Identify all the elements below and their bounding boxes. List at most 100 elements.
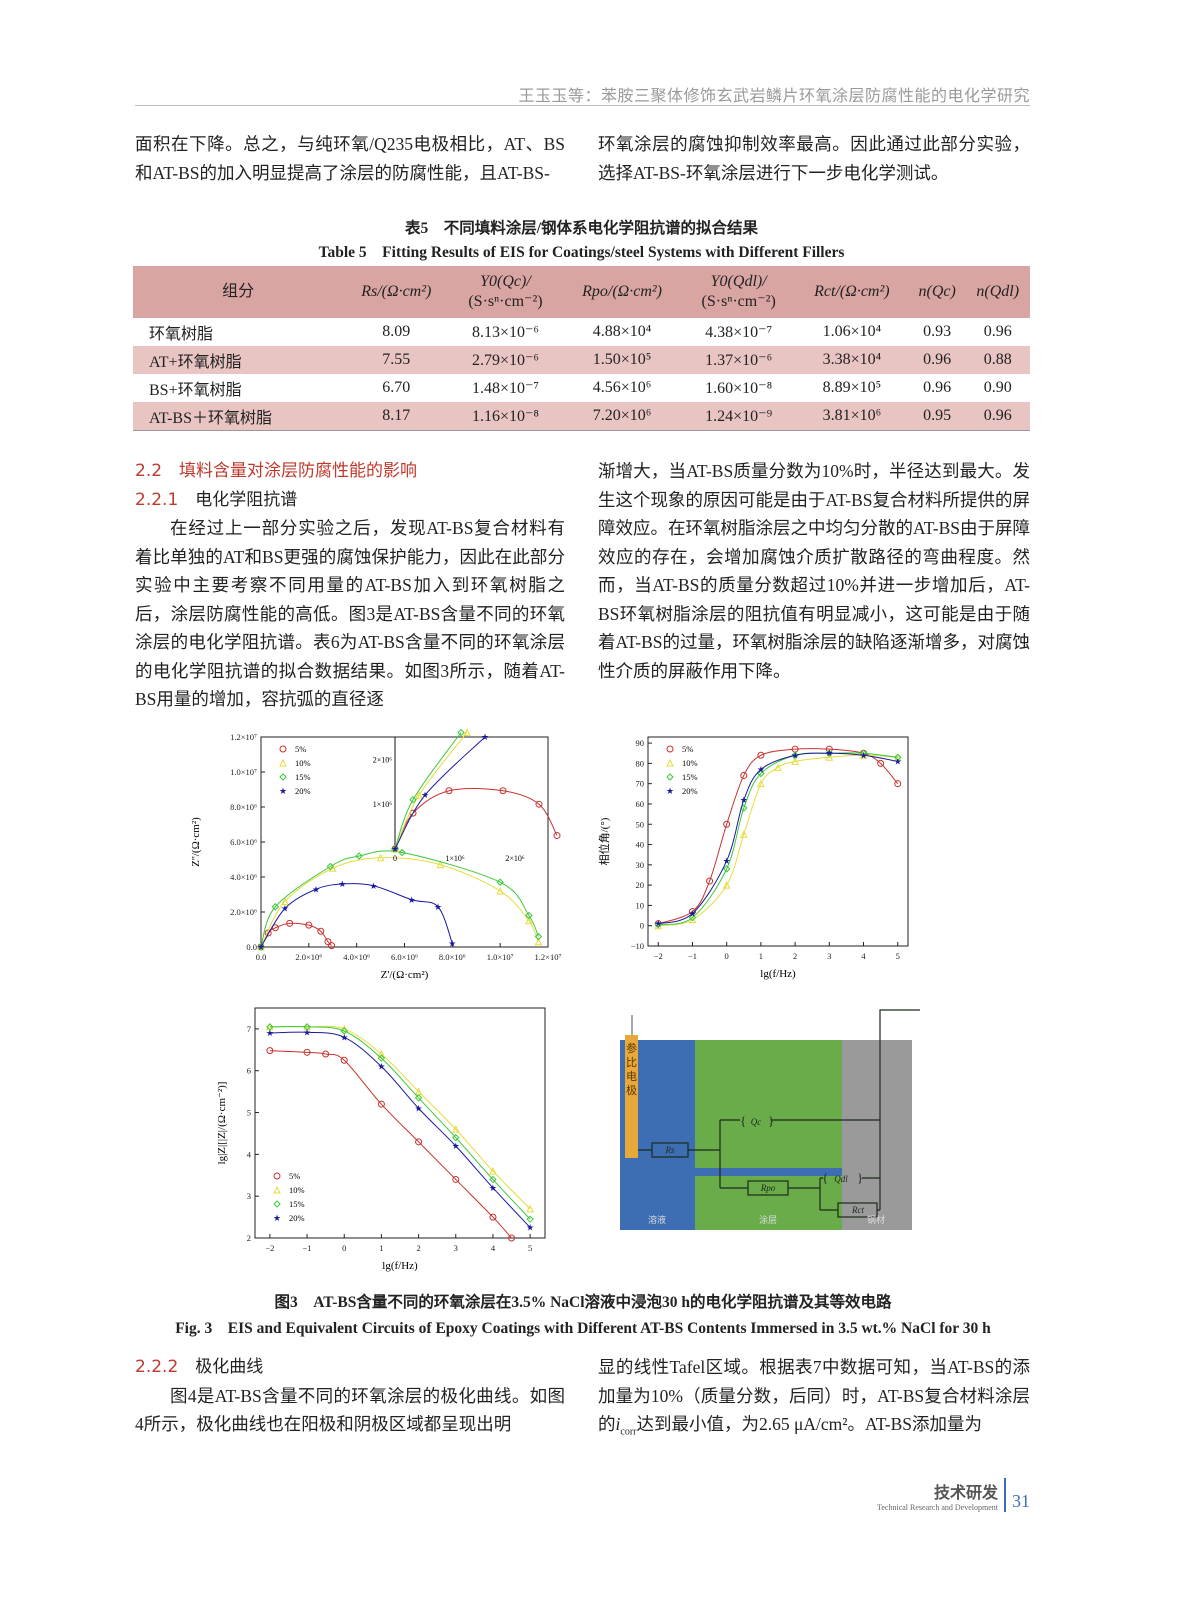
legend-marker xyxy=(666,745,674,753)
data-point: ★ xyxy=(526,1223,534,1233)
data-point xyxy=(654,920,662,928)
inset-point xyxy=(463,728,471,737)
y-axis-label: 相位角/(°) xyxy=(597,817,611,865)
table-cell: 4.38×10⁻⁷ xyxy=(705,324,773,341)
plot-frame xyxy=(260,736,549,948)
x-tick-label: 4 xyxy=(491,1243,496,1253)
data-point: ★ xyxy=(340,1032,348,1042)
data-point xyxy=(757,751,765,759)
legend-marker xyxy=(273,1185,281,1194)
y-tick-label: 90 xyxy=(636,738,645,748)
section-heading: 2.2 填料含量对涂层防腐性能的影响 xyxy=(135,461,418,481)
table-cell: 0.90 xyxy=(983,379,1012,396)
legend-marker xyxy=(279,758,287,767)
inset-point xyxy=(535,800,543,808)
data-point xyxy=(286,919,294,927)
x-tick-label: 5 xyxy=(528,1243,532,1253)
data-point xyxy=(757,779,765,788)
legend-marker xyxy=(666,773,674,781)
qdl-label: Qdl xyxy=(834,1174,848,1184)
data-point xyxy=(415,1138,423,1146)
legend-label: 20% xyxy=(682,786,698,796)
rpo-label: Rpo xyxy=(760,1183,776,1193)
data-point xyxy=(496,878,504,886)
data-point xyxy=(281,897,289,905)
series-20%: ★ ★ ★ ★ ★ ★ ★ ★ ★ xyxy=(654,748,902,928)
inset-line xyxy=(394,732,468,850)
y-tick-label: 40 xyxy=(636,840,645,850)
y-tick-label: 50 xyxy=(636,819,645,829)
column-header: n(Qdl) xyxy=(965,266,1030,318)
data-point xyxy=(377,1049,386,1058)
series-line xyxy=(260,857,539,948)
page-footer: 技术研发 Technical Research and Development … xyxy=(877,1478,1030,1512)
inset-line xyxy=(394,732,462,850)
x-tick-label: −2 xyxy=(265,1243,274,1253)
column-header: Rpo/(Ω·cm²) xyxy=(561,266,683,318)
y-tick-label: 3 xyxy=(247,1191,251,1201)
steel-region xyxy=(842,1040,912,1230)
data-point xyxy=(328,942,336,950)
rs-label: Rs xyxy=(665,1145,675,1155)
data-point: ★ xyxy=(338,879,346,889)
data-point xyxy=(326,862,335,871)
column-header: Rs/(Ω·cm²) xyxy=(343,266,450,318)
table-cell: 4.56×10⁶ xyxy=(592,379,652,396)
table-cell: 0.95 xyxy=(908,402,966,431)
section-2-2-left: 2.2 填料含量对涂层防腐性能的影响 2.2.1 电化学阻抗谱 在经过上一部分实… xyxy=(135,457,565,714)
legend-label: 20% xyxy=(295,786,311,796)
data-point xyxy=(706,877,714,885)
inset-line xyxy=(394,788,558,850)
data-point: ★ xyxy=(415,1103,423,1113)
series-line xyxy=(260,922,332,948)
inset-point xyxy=(457,728,465,737)
data-point: ★ xyxy=(303,1027,311,1037)
table-cell: 1.48×10⁻⁷ xyxy=(471,380,539,397)
table-row: AT+环氧树脂 7.55 2.79×10⁻⁶ 1.50×10⁵ 1.37×10⁻⁶ 3.3… xyxy=(133,346,1030,374)
data-point: ★ xyxy=(408,895,416,905)
data-point xyxy=(740,772,748,780)
data-point xyxy=(271,903,280,911)
y-tick-label: 30 xyxy=(636,860,645,870)
table-cell: 8.09 xyxy=(382,323,411,340)
data-point xyxy=(266,1047,274,1055)
data-point: ★ xyxy=(894,756,902,766)
x-axis-label: lg(f/Hz) xyxy=(382,1260,418,1272)
x-tick-label: 1 xyxy=(759,951,763,961)
table-cell: 0.96 xyxy=(923,379,952,396)
rct-label: Rct xyxy=(851,1205,864,1215)
table-row: AT-BS＋环氧树脂 8.17 1.16×10⁻⁸ 7.20×10⁶ 1.24×10⁻⁹… xyxy=(133,402,1030,431)
data-point: ★ xyxy=(369,881,377,891)
table-cell: 7.20×10⁶ xyxy=(561,402,683,431)
table-cell: 1.50×10⁵ xyxy=(561,346,683,374)
series-line xyxy=(269,1025,531,1210)
data-point xyxy=(825,745,833,753)
series-line xyxy=(269,1050,512,1239)
table-cell: BS+环氧树脂 xyxy=(149,382,242,399)
data-point: ★ xyxy=(489,1183,497,1193)
series-15% xyxy=(266,1023,534,1223)
data-point xyxy=(489,1175,497,1184)
series-10% xyxy=(257,853,543,951)
y-tick-label: 2 xyxy=(247,1233,251,1243)
running-header: 王玉玉等：苯胺三聚体修饰玄武岩鳞片环氧涂层防腐性能的电化学研究 xyxy=(518,86,1030,105)
y-tick-label: 60 xyxy=(636,799,645,809)
top-text-left: 面积在下降。总之，与纯环氧/Q235电极相比，AT、BS和AT-BS的加入明显提… xyxy=(135,130,565,187)
legend-marker xyxy=(279,745,287,753)
table-cell: 8.13×10⁻⁶ xyxy=(471,324,539,341)
svg-text:{: { xyxy=(822,1170,828,1185)
table-caption-cn: 表5 不同填料涂层/钢体系电化学阻抗谱的拟合结果 xyxy=(404,220,759,237)
legend-label: 10% xyxy=(295,758,311,768)
series-5% xyxy=(257,919,336,951)
data-point: ★ xyxy=(791,750,799,760)
data-point xyxy=(496,886,504,895)
footer-section-cn: 技术研发 xyxy=(933,1483,998,1502)
data-point xyxy=(340,1027,348,1035)
data-point xyxy=(534,937,543,946)
inset-y-tick-label: 2×10⁶ xyxy=(373,755,393,764)
table-cell: 1.37×10⁻⁶ xyxy=(682,346,795,374)
inset-point xyxy=(391,845,399,853)
x-tick-label: 3 xyxy=(454,1243,458,1253)
data-point xyxy=(688,913,697,922)
subsection-heading: 2.2.1 电化学阻抗谱 xyxy=(135,486,565,515)
